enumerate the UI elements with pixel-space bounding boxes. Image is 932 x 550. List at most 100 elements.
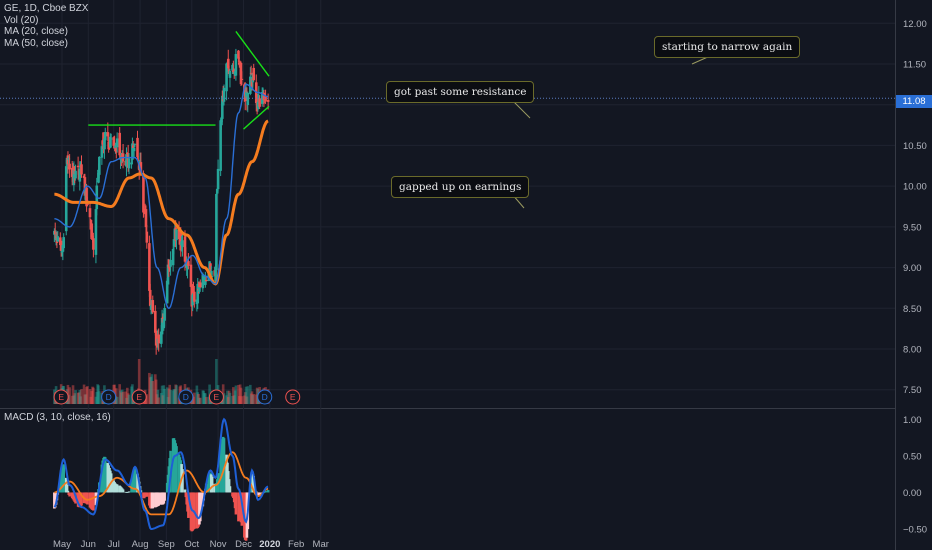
volume-bar — [95, 391, 99, 404]
candle-body — [256, 102, 260, 109]
ma50-label[interactable]: MA (50, close) — [4, 37, 68, 49]
macd-label[interactable]: MACD (3, 10, close, 16) — [4, 412, 111, 423]
candle-body — [112, 137, 116, 146]
macd-histogram-bar — [115, 484, 119, 493]
macd-histogram-bar — [127, 491, 131, 493]
candle-body — [186, 267, 189, 270]
candle-body — [168, 266, 172, 270]
candle-body — [131, 143, 134, 160]
volume-bar — [232, 387, 235, 404]
volume-bar — [70, 395, 74, 404]
candle-body — [148, 289, 152, 306]
macd-histogram-bar — [92, 492, 95, 511]
volume-bar — [165, 387, 169, 404]
volume-bar — [239, 387, 243, 404]
event-label: D — [183, 392, 189, 402]
volume-bar — [245, 396, 249, 404]
candle-body — [210, 275, 214, 277]
candle-body — [120, 155, 123, 157]
candle-body — [244, 91, 248, 99]
price-tick-label: 10.00 — [903, 182, 927, 193]
candle-body — [94, 209, 98, 255]
volume-bar — [222, 393, 226, 404]
macd-histogram-bar — [80, 492, 83, 506]
candle-body — [53, 230, 57, 235]
volume-bar — [149, 376, 153, 404]
candle-body — [231, 64, 234, 71]
event-marker — [53, 389, 69, 405]
candle-body — [216, 168, 220, 190]
volume-bar — [167, 388, 171, 404]
volume-bar — [86, 386, 89, 404]
volume-bar — [130, 386, 133, 404]
volume-bar — [160, 385, 164, 404]
macd-histogram-bar — [222, 438, 226, 493]
volume-bar — [225, 395, 228, 404]
volume-bar — [77, 392, 81, 404]
macd-tick-label: 0.50 — [903, 451, 922, 462]
candle-body — [130, 162, 133, 165]
candle-body — [142, 173, 145, 213]
volume-bar — [227, 390, 231, 404]
candle-body — [91, 232, 94, 240]
volume-bar — [88, 389, 92, 404]
volume-bar — [118, 384, 121, 404]
candle-body — [136, 137, 139, 157]
volume-bar — [163, 388, 166, 404]
vol-label[interactable]: Vol (20) — [4, 14, 39, 26]
candle-body — [249, 72, 253, 74]
volume-bar — [231, 395, 234, 404]
candle-body — [61, 244, 65, 252]
volume-bar — [249, 393, 253, 404]
volume-bar — [154, 374, 157, 404]
narrow-annotation[interactable]: starting to narrow again — [654, 36, 801, 58]
macd-histogram-bar — [175, 446, 178, 493]
candle-body — [171, 249, 175, 266]
macd-histogram-bar — [103, 457, 107, 493]
volume-bar — [96, 384, 99, 404]
volume-bar — [243, 395, 246, 404]
earnings-annotation[interactable]: gapped up on earnings — [391, 176, 530, 198]
resistance-annotation[interactable]: got past some resistance — [386, 81, 535, 103]
trendline-upper — [235, 31, 270, 77]
candle-body — [222, 87, 226, 102]
candle-body — [234, 54, 238, 76]
candle-body — [196, 283, 200, 304]
candle-body — [88, 208, 92, 218]
candle-body — [250, 78, 254, 87]
candle-body — [246, 92, 250, 106]
volume-bar — [155, 394, 159, 404]
volume-bar — [168, 384, 172, 404]
candle-body — [219, 120, 222, 171]
candle-body — [115, 138, 119, 148]
candle-body — [131, 145, 135, 148]
volume-bar — [173, 389, 177, 404]
candle-body — [184, 256, 188, 266]
candle-body — [127, 158, 131, 169]
macd-histogram-bar — [258, 492, 261, 497]
volume-bar — [91, 386, 94, 404]
event-label: D — [262, 392, 268, 402]
macd-histogram-bar — [66, 490, 70, 493]
candle-body — [159, 331, 163, 344]
volume-bar — [67, 394, 71, 404]
candle-body — [165, 280, 169, 304]
candle-body — [85, 187, 88, 207]
time-tick-label: Sep — [158, 539, 175, 550]
volume-bar — [154, 379, 158, 404]
ma20-label[interactable]: MA (20, close) — [4, 26, 68, 37]
volume-bar — [73, 393, 77, 404]
macd-histogram-bar — [86, 492, 89, 505]
candle-body — [261, 89, 265, 91]
volume-bar — [204, 393, 207, 404]
candle-body — [214, 266, 217, 282]
symbol-label[interactable]: GE, 1D, Cboe BZX — [4, 3, 89, 14]
candle-body — [73, 166, 77, 175]
volume-bar — [159, 393, 163, 404]
volume-bar — [255, 387, 259, 404]
macd-histogram-bar — [228, 486, 232, 493]
event-label: E — [214, 392, 220, 402]
macd-histogram-bar — [126, 492, 129, 493]
